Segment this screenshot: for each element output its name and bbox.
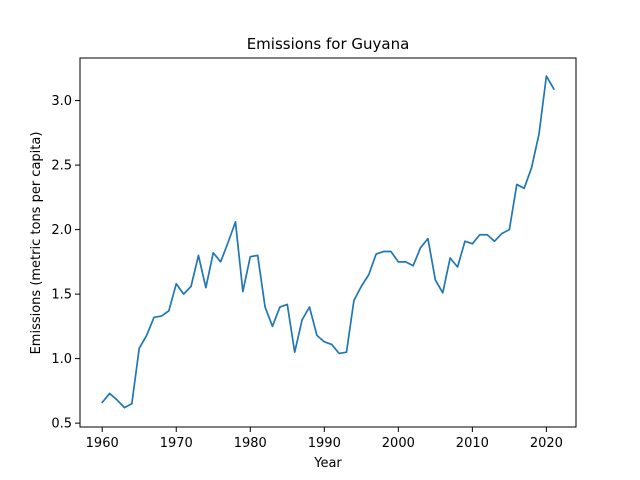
- x-tick-label: 1990: [308, 436, 341, 451]
- y-axis-label: Emissions (metric tons per capita): [29, 132, 44, 355]
- y-tick-label: 1.5: [51, 288, 72, 303]
- series-line: [101, 75, 555, 409]
- plot-area: [101, 75, 555, 409]
- y-tick-label: 0.5: [51, 417, 72, 432]
- y-tick-label: 2.0: [51, 223, 72, 238]
- x-axis-label: Year: [313, 456, 342, 471]
- x-tick-label: 1960: [86, 436, 119, 451]
- chart-title: Emissions for Guyana: [247, 35, 410, 53]
- x-axis: 1960 1970 1980 1990 2000 2010 2020: [86, 427, 563, 451]
- axes-frame: [79, 57, 577, 428]
- y-tick-label: 1.0: [51, 352, 72, 367]
- y-tick-label: 2.5: [51, 159, 72, 174]
- x-tick-label: 2000: [382, 436, 415, 451]
- x-tick-label: 1970: [160, 436, 193, 451]
- x-tick-label: 2020: [530, 436, 563, 451]
- y-axis: 0.5 1.0 1.5 2.0 2.5 3.0: [51, 94, 80, 432]
- x-tick-label: 2010: [456, 436, 489, 451]
- x-tick-label: 1980: [234, 436, 267, 451]
- y-tick-label: 3.0: [51, 94, 72, 109]
